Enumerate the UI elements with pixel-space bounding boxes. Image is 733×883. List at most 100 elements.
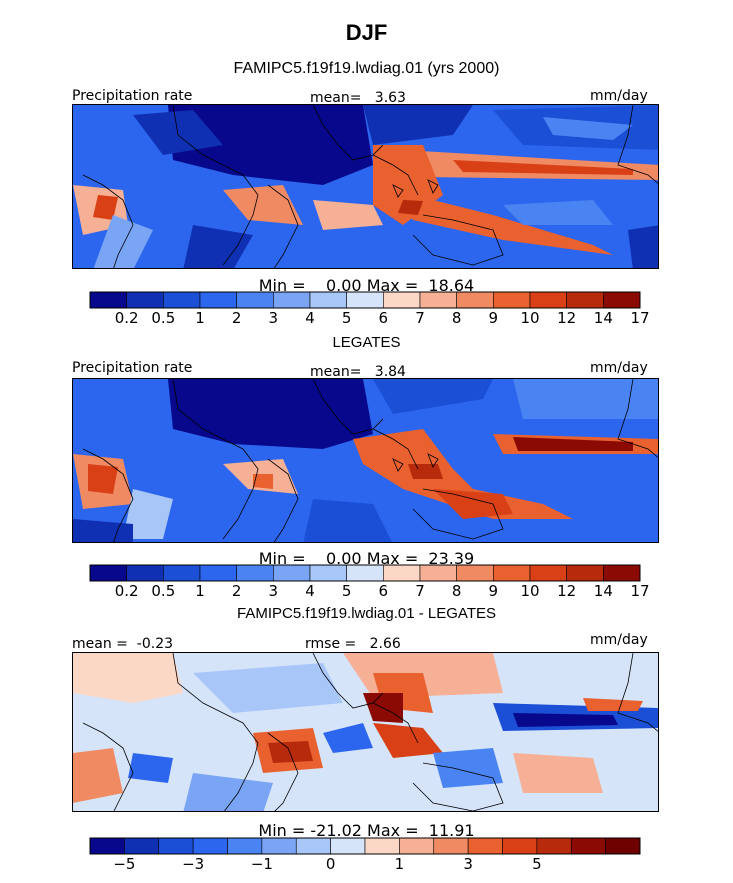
colorbar-tick-label: 1 — [195, 582, 205, 600]
panel1-colorbar: 0.2 0.5 1 2 3 4 5 6 7 8 9 10 12 14 17 — [89, 291, 650, 327]
colorbar-frame — [89, 837, 641, 855]
colorbar-tick-label: 0.5 — [151, 582, 175, 600]
colorbar-swatch — [89, 837, 125, 855]
colorbar-swatch — [467, 837, 503, 855]
panel3-colorbar: −5 −3 −1 0 1 3 5 — [89, 837, 641, 873]
colorbar-swatch — [309, 564, 347, 582]
colorbar-swatch — [89, 564, 127, 582]
colorbar-swatch — [295, 837, 331, 855]
panel2-map — [72, 378, 659, 543]
colorbar-tick-label: 6 — [379, 582, 389, 600]
colorbar-tick-label: 12 — [557, 582, 576, 600]
colorbar-tick-label: 14 — [594, 309, 613, 327]
colorbar-swatch — [603, 291, 641, 309]
colorbar-swatch — [330, 837, 366, 855]
colorbar-tick-label: 17 — [630, 309, 649, 327]
colorbar-swatch — [126, 291, 164, 309]
panel3-rmse: rmse = 2.66 — [305, 636, 401, 652]
colorbar-tick-label: 3 — [269, 582, 279, 600]
colorbar-tick-label: 0.2 — [115, 309, 139, 327]
colorbar-swatch — [199, 564, 237, 582]
colorbar-swatch — [570, 837, 606, 855]
colorbar-swatch — [419, 564, 457, 582]
colorbar-tick-label: 3 — [463, 855, 473, 873]
colorbar-swatch — [364, 837, 400, 855]
colorbar-tick-label: 3 — [269, 309, 279, 327]
panel2-mean: mean= 3.84 — [310, 364, 406, 380]
colorbar-swatch — [493, 564, 531, 582]
colorbar-tick-label: 8 — [452, 582, 462, 600]
panel1-map — [72, 104, 659, 269]
colorbar-swatch — [346, 291, 384, 309]
panel1-label: Precipitation rate — [72, 88, 193, 104]
panel3-field — [73, 653, 658, 811]
colorbar-swatch — [124, 837, 160, 855]
colorbar-tick-label: 17 — [630, 582, 649, 600]
colorbar-tick-label: 2 — [232, 582, 242, 600]
panel2-label: Precipitation rate — [72, 360, 193, 376]
colorbar-tick-label: 6 — [379, 309, 389, 327]
colorbar-swatch — [309, 291, 347, 309]
colorbar-tick-label: 5 — [342, 582, 352, 600]
panel3-map — [72, 652, 659, 812]
colorbar-tick-label: 7 — [415, 309, 425, 327]
colorbar-swatch — [419, 291, 457, 309]
colorbar-swatch — [273, 564, 311, 582]
colorbar-tick-label: 2 — [232, 309, 242, 327]
panel3-minmax: Min = -21.02 Max = 11.91 — [258, 821, 475, 840]
panel3-units: mm/day — [590, 632, 648, 648]
panel2-minmax: Min = 0.00 Max = 23.39 — [258, 549, 475, 568]
colorbar-swatch — [433, 837, 469, 855]
colorbar-frame — [89, 291, 641, 309]
colorbar-swatch — [502, 837, 538, 855]
colorbar-swatch — [399, 837, 435, 855]
colorbar-tick-label: 1 — [395, 855, 405, 873]
colorbar-swatch — [192, 837, 228, 855]
colorbar-tick-label: 4 — [305, 582, 315, 600]
colorbar-tick-label: 10 — [520, 582, 539, 600]
colorbar-tick-label: 8 — [452, 309, 462, 327]
colorbar-tick-label: −5 — [113, 855, 135, 873]
colorbar-tick-label: 5 — [532, 855, 542, 873]
colorbar-swatch — [529, 291, 567, 309]
colorbar-tick-label: 0.5 — [151, 309, 175, 327]
panel2-title: LEGATES — [332, 334, 401, 351]
panel2-field — [73, 379, 658, 542]
panel1-field — [73, 105, 658, 268]
colorbar-swatch — [493, 291, 531, 309]
panel3-title: FAMIPC5.f19f19.lwdiag.01 - LEGATES — [236, 605, 496, 622]
colorbar-swatch — [603, 564, 641, 582]
colorbar-swatch — [383, 291, 421, 309]
colorbar-swatch — [605, 837, 641, 855]
colorbar-swatch — [456, 291, 494, 309]
colorbar-tick-label: 12 — [557, 309, 576, 327]
colorbar-tick-label: 9 — [489, 582, 499, 600]
colorbar-swatch — [529, 564, 567, 582]
colorbar-tick-label: 10 — [520, 309, 539, 327]
colorbar-swatch — [383, 564, 421, 582]
colorbar-swatch — [89, 291, 127, 309]
colorbar-swatch — [261, 837, 297, 855]
panel3-mean: mean = -0.23 — [72, 636, 174, 652]
colorbar-swatch — [163, 564, 201, 582]
panel2-colorbar: 0.2 0.5 1 2 3 4 5 6 7 8 9 10 12 14 17 — [89, 564, 650, 600]
colorbar-swatch — [236, 564, 274, 582]
colorbar-tick-label: 0.2 — [115, 582, 139, 600]
colorbar-tick-label: 9 — [489, 309, 499, 327]
page-title: DJF — [345, 20, 388, 45]
panel3-colorbar-svg: −5 −3 −1 0 1 3 5 — [89, 837, 641, 873]
colorbar-swatch — [236, 291, 274, 309]
colorbar-frame — [89, 564, 641, 582]
colorbar-swatch — [163, 291, 201, 309]
colorbar-swatch — [273, 291, 311, 309]
colorbar-swatch — [126, 564, 164, 582]
panel1-units: mm/day — [590, 88, 648, 104]
colorbar-tick-label: 7 — [415, 582, 425, 600]
colorbar-swatch — [227, 837, 263, 855]
colorbar-swatch — [158, 837, 194, 855]
colorbar-tick-label: −1 — [251, 855, 273, 873]
colorbar-swatch — [199, 291, 237, 309]
colorbar-tick-label: 0 — [326, 855, 336, 873]
panel2-units: mm/day — [590, 360, 648, 376]
panel1-colorbar-svg: 0.2 0.5 1 2 3 4 5 6 7 8 9 10 12 14 17 — [89, 291, 650, 327]
